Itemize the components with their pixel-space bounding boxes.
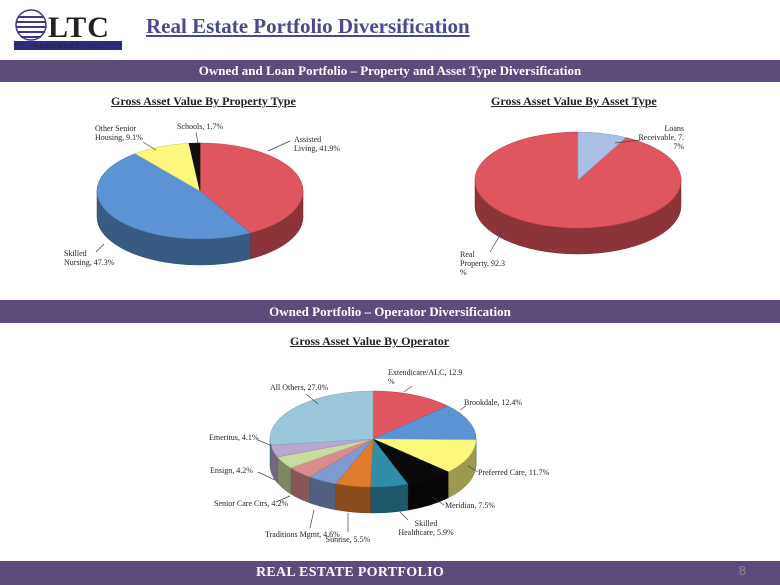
ltc-logo: LTC PROPERTIES, INC.	[14, 9, 122, 50]
data-label-brookdale: Brookdale, 12.4%	[464, 398, 522, 407]
pie-gross-asset-value-by-operator: Extendicare/ALC, 12.9 % Brookdale, 12.4% Pr…	[209, 368, 550, 544]
data-label-ensign: Ensign, 4.2%	[210, 466, 253, 475]
data-label-traditions-mgmt: Traditions Mgmt, 4.6%	[265, 530, 340, 539]
leader-line-ensign	[257, 471, 276, 481]
pie-gross-asset-value-by-property-type: Assisted Living, 41.9% Skilled Nursing, 47.…	[64, 122, 340, 267]
logo-subtext: PROPERTIES, INC.	[36, 44, 101, 50]
leader-line-traditions-mgmt	[309, 509, 315, 529]
data-label-preferred-care: Preferred Care, 11.7%	[478, 468, 550, 477]
pie-slice-assisted-living	[199, 142, 304, 234]
leader-line-skilled-healthcare	[399, 511, 409, 521]
data-label-assisted-living: Assisted Living, 41.9%	[294, 135, 340, 153]
leader-line-preferred-care	[467, 465, 479, 473]
pie-slice-schools	[188, 142, 201, 192]
section-band-owned: Owned Portfolio – Operator Diversificati…	[0, 300, 780, 323]
page-title: Real Estate Portfolio Diversification	[146, 14, 470, 38]
data-label-meridian: Meridian, 7.5%	[445, 501, 495, 510]
pie-slice-all-others	[269, 390, 374, 446]
pie-side-sunrise	[335, 483, 371, 514]
leader-line-emeritus	[257, 439, 273, 447]
page-number: 8	[738, 563, 746, 578]
pie-slice-preferred-care	[372, 438, 477, 473]
leader-line-meridian	[431, 496, 445, 506]
leader-line-real-property	[489, 231, 503, 253]
leader-line-schools	[195, 131, 199, 145]
data-label-emeritus: Emeritus, 4.1%	[209, 433, 259, 442]
logo-globe-icon	[15, 9, 47, 41]
data-label-sunrise: Sunrise, 5.5%	[326, 535, 371, 544]
pie-slice-loans-receivable	[577, 131, 627, 181]
data-label-loans-receivable: Loans Receivable, 7. 7%	[638, 124, 684, 151]
leader-line-extendicare-alc	[403, 385, 413, 393]
data-label-extendicare-alc: Extendicare/ALC, 12.9%	[388, 368, 462, 386]
data-label-skilled-healthcare: Skilled Healthcare, 5.9%	[398, 519, 454, 537]
logo-wordmark: LTC	[48, 11, 110, 44]
leader-line-all-others	[305, 393, 319, 405]
pie-gross-asset-value-by-asset-type: Real Property, 92.3 % Loans Receivable, 7. 7%	[460, 124, 684, 277]
leader-line-brookdale	[459, 405, 467, 411]
pie-slice-skilled-nursing	[96, 153, 251, 240]
chart-title-property-type: Gross Asset Value By Property Type	[111, 94, 296, 108]
leader-line-other-senior-housing	[142, 141, 157, 151]
footer-label: REAL ESTATE PORTFOLIO	[255, 565, 445, 580]
pie-slice-extendicare-alc	[372, 390, 449, 440]
data-label-all-others: All Others, 27.0%	[270, 383, 329, 392]
leader-line-senior-care-ctrs	[275, 495, 291, 503]
leader-line-loans-receivable	[614, 139, 641, 144]
footer-band: REAL ESTATE PORTFOLIO	[0, 561, 780, 585]
data-label-senior-care-ctrs: Senior Care Ctrs, 4.2%	[214, 499, 288, 508]
leader-line-skilled-nursing	[95, 243, 105, 253]
pie-slice-brookdale	[372, 405, 477, 441]
pie-side-skilled-healthcare	[370, 483, 409, 514]
chart-title-operator: Gross Asset Value By Operator	[290, 334, 450, 348]
data-label-skilled-nursing: Skilled Nursing, 47.3%	[64, 249, 115, 267]
chart-title-asset-type: Gross Asset Value By Asset Type	[491, 94, 657, 108]
data-label-other-senior-housing: Other Senior Housing, 9.1%	[95, 124, 143, 142]
data-label-real-property: Real Property, 92.3%	[460, 250, 505, 277]
data-label-schools: Schools, 1.7%	[177, 122, 223, 131]
leader-line-assisted-living	[267, 140, 291, 152]
section-band-owned-loan: Owned and Loan Portfolio – Property and …	[0, 60, 780, 82]
